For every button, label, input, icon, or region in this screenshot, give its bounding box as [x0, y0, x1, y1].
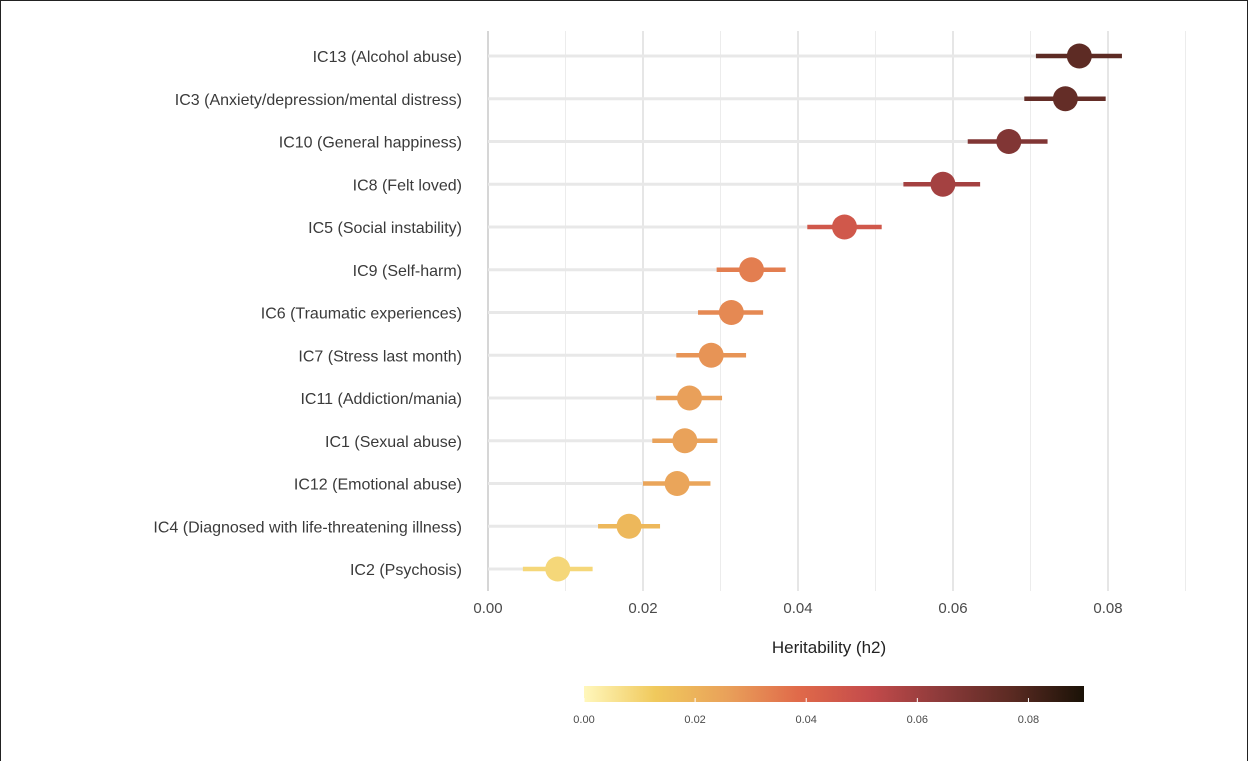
estimate-point: [930, 171, 956, 197]
estimate-point: [1052, 86, 1078, 112]
estimate-point: [832, 214, 857, 240]
x-tick-label: 0.04: [783, 600, 812, 617]
estimate-point: [677, 385, 702, 411]
y-tick-label: IC5 (Social instability): [308, 220, 462, 237]
estimate-point: [1066, 43, 1092, 69]
estimate-point: [718, 300, 744, 325]
y-tick-label: IC9 (Self-harm): [353, 263, 462, 280]
y-tick-label: IC6 (Traumatic experiences): [261, 306, 462, 323]
x-tick-label: 0.08: [1093, 600, 1122, 617]
y-tick-label: IC7 (Stress last month): [298, 348, 462, 365]
estimate-point: [739, 257, 764, 283]
colorbar-tick-label: 0.02: [684, 714, 705, 726]
y-tick-label: IC12 (Emotional abuse): [294, 477, 462, 494]
estimate-point: [996, 129, 1022, 154]
colorbar-tick-label: 0.00: [573, 714, 594, 726]
x-tick-label: 0.00: [473, 600, 502, 617]
estimate-point: [616, 513, 642, 539]
colorbar-tick-label: 0.04: [796, 714, 817, 726]
colorbar-tick-label: 0.06: [907, 714, 928, 726]
y-tick-label: IC13 (Alcohol abuse): [313, 49, 462, 66]
estimate-point: [672, 428, 698, 454]
y-tick-label: IC4 (Diagnosed with life-threatening ill…: [153, 519, 462, 536]
estimate-point: [698, 342, 724, 368]
y-tick-label: IC8 (Felt loved): [353, 177, 462, 194]
y-tick-label: IC10 (General happiness): [279, 135, 462, 152]
colorbar: [584, 686, 1084, 702]
x-tick-label: 0.02: [628, 600, 657, 617]
x-axis-label: Heritability (h2): [772, 638, 886, 657]
colorbar-tick-label: 0.08: [1018, 714, 1039, 726]
y-tick-label: IC2 (Psychosis): [350, 562, 462, 579]
estimate-point: [664, 471, 690, 496]
y-tick-label: IC1 (Sexual abuse): [325, 434, 462, 451]
estimate-point: [545, 556, 571, 582]
y-tick-label: IC3 (Anxiety/depression/mental distress): [175, 92, 462, 109]
x-tick-label: 0.06: [938, 600, 967, 617]
y-tick-label: IC11 (Addiction/mania): [300, 391, 462, 408]
